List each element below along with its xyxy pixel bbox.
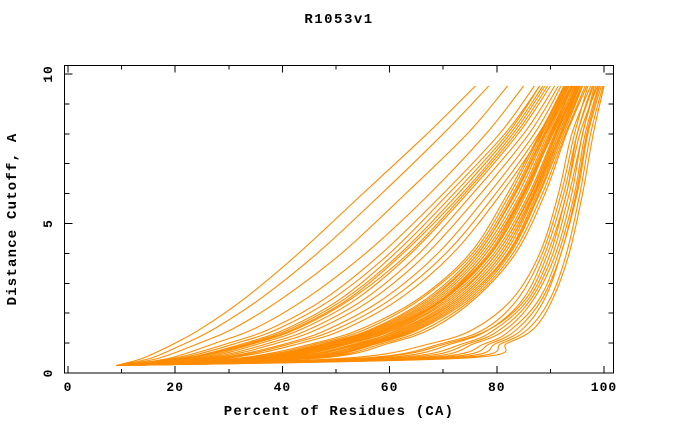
x-tick-label: 100 [591, 380, 617, 395]
model-curve [118, 85, 549, 367]
model-curve [116, 85, 576, 367]
plot-frame [64, 65, 614, 374]
model-curve [116, 85, 476, 367]
y-tick-label: 0 [41, 369, 56, 378]
model-curve [118, 85, 541, 367]
model-curve [118, 85, 601, 367]
x-tick-label: 80 [488, 380, 506, 395]
model-curve [116, 85, 562, 367]
model-curve [118, 85, 535, 367]
x-tick-label: 60 [381, 380, 399, 395]
model-curve [116, 85, 588, 367]
model-curve [121, 85, 602, 367]
model-curve [121, 85, 605, 367]
model-curve [116, 85, 490, 367]
axis-ticks [64, 65, 614, 374]
model-curve [121, 85, 583, 367]
chart-title: R1053v1 [304, 12, 373, 28]
model-curve [116, 85, 565, 367]
model-curve [118, 85, 508, 367]
model-curve [116, 85, 566, 367]
model-curve [118, 85, 544, 367]
model-curve [116, 85, 568, 367]
model-curve [116, 85, 578, 367]
curves-group [116, 85, 605, 367]
x-tick-label: 20 [166, 380, 184, 395]
model-curve [116, 85, 556, 367]
y-tick-label: 10 [41, 65, 56, 83]
x-tick-label: 40 [274, 380, 292, 395]
model-curve [118, 85, 569, 367]
model-curve [121, 85, 593, 367]
model-curve [118, 85, 580, 367]
model-curve [121, 85, 577, 367]
model-curve [116, 85, 570, 367]
model-curve [121, 85, 600, 367]
x-tick-label: 0 [64, 380, 73, 395]
tick-labels: 0 20 40 60 80 100 0 5 10 [41, 65, 617, 395]
model-curve [118, 85, 546, 367]
model-curve [118, 85, 599, 367]
model-curve [116, 85, 559, 367]
model-curve [121, 85, 581, 367]
model-curve [118, 85, 595, 367]
model-curve [116, 85, 541, 367]
plot-border [64, 65, 614, 374]
y-axis-label: Distance Cutoff, A [5, 133, 21, 306]
model-curve [121, 85, 592, 367]
model-curve [116, 85, 551, 367]
model-curve [116, 85, 576, 367]
y-tick-label: 5 [41, 219, 56, 228]
x-axis-label: Percent of Residues (CA) [224, 404, 454, 420]
model-curve [118, 85, 525, 367]
